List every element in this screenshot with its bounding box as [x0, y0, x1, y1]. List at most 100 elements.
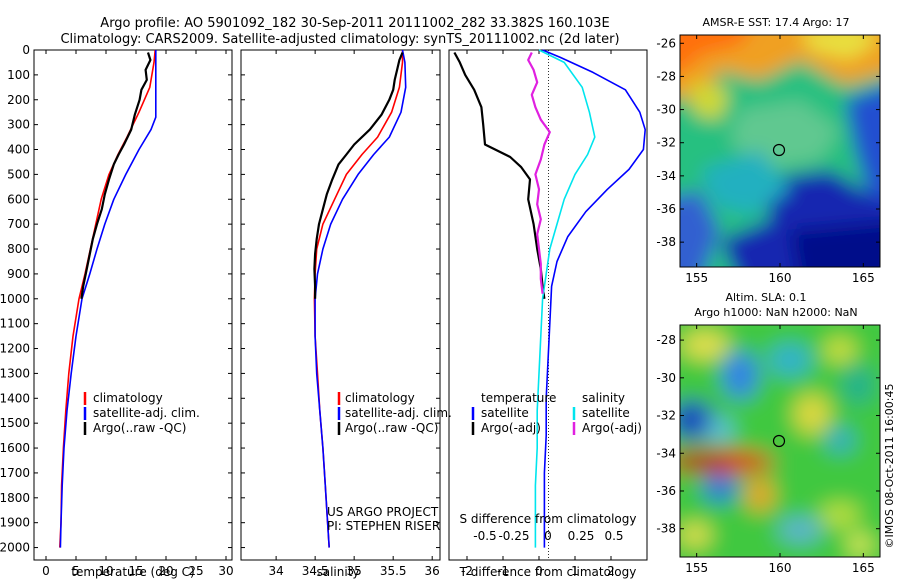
y-tick-label: 2000	[0, 541, 30, 555]
credit-line2: PI: STEPHEN RISER	[327, 519, 440, 533]
salinity-xlabel: salinity	[316, 565, 359, 579]
y-tick-label: 1400	[0, 391, 30, 405]
x-tick-label: -2	[461, 564, 473, 578]
sst-field	[680, 35, 880, 267]
argo-location-marker	[772, 143, 786, 157]
x-tick-label: 5	[72, 564, 80, 578]
legend-label-t-satellite: satellite	[481, 406, 529, 420]
map-y-tick-label: -28	[656, 333, 676, 347]
y-tick-label: 1300	[0, 366, 30, 380]
x-tick-label: 35	[347, 564, 362, 578]
salinity-legend: climatology satellite-adj. clim. Argo(..…	[337, 391, 452, 435]
map-x-tick-label: 160	[769, 271, 792, 285]
t-difference-label: T difference from climatology	[459, 565, 637, 579]
y-tick-label: 1800	[0, 491, 30, 505]
sla-map-ticks: 155 160 165 -28 -30 -32 -34 -36 -38	[656, 325, 880, 575]
y-tick-label: 400	[7, 143, 30, 157]
x-tick-label: 1	[571, 564, 579, 578]
map-y-tick-label: -34	[656, 446, 676, 460]
x-tick-label: 10	[98, 564, 113, 578]
temperature-ticks: 0 5 10 15 20 25 30	[42, 50, 234, 578]
y-tick-label: 700	[7, 217, 30, 231]
y-tick-label: 800	[7, 242, 30, 256]
sst-map-ticks: 155 160 165 -26 -28 -30 -32 -34 -36 -38	[656, 35, 880, 285]
y-tick-label: 1500	[0, 416, 30, 430]
salinity-series	[313, 49, 407, 548]
credit-line1: US ARGO PROJECT	[327, 505, 439, 519]
x-tick-label: 0	[42, 564, 50, 578]
series-line-argo-adj	[453, 51, 546, 299]
x-tick-label: 36	[425, 564, 440, 578]
map-y-tick-label: -36	[656, 202, 676, 216]
series-line-argo-adj	[527, 52, 551, 294]
map-x-tick-label: 160	[769, 561, 792, 575]
temperature-axes	[33, 49, 233, 561]
legend-label-t-argo: Argo(-adj)	[481, 421, 541, 435]
map-y-tick-label: -32	[656, 409, 676, 423]
temperature-xlabel: temperature (deg C)	[71, 565, 194, 579]
legend-label-s-satellite: satellite	[582, 406, 630, 420]
map-y-tick-label: -38	[656, 235, 676, 249]
legend-label-satellite: satellite-adj. clim.	[93, 406, 200, 420]
temperature-panel: 0100200300400500600700800900100011001200…	[0, 43, 234, 579]
series-line-satellite-adj-clim	[314, 49, 407, 548]
salinity-panel: 34 34.5 35 35.5 36 salinity climatology sate…	[240, 49, 452, 579]
y-tick-label: 1700	[0, 466, 30, 480]
temperature-series	[59, 49, 157, 548]
y-tick-label: 0	[22, 43, 30, 57]
y-tick-label: 100	[7, 68, 30, 82]
salinity-axes	[240, 49, 441, 561]
legend-label-s-argo: Argo(-adj)	[582, 421, 642, 435]
argo-location-marker	[772, 434, 786, 448]
map-y-tick-label: -30	[656, 103, 676, 117]
map-y-tick-label: -28	[656, 69, 676, 83]
y-tick-label: 1600	[0, 441, 30, 455]
legend-label-satellite: satellite-adj. clim.	[345, 406, 452, 420]
x-tick-label: -1	[497, 564, 509, 578]
map-y-tick-label: -36	[656, 484, 676, 498]
depth-ticks: 0 100 200 300 400 500 600 700 800 900 1000 1100 1200…	[0, 43, 232, 555]
map-y-tick-label: -26	[656, 36, 676, 50]
s-tick-label: 0.25	[568, 529, 595, 543]
y-tick-label: 600	[7, 192, 30, 206]
s-difference-label: S difference from climatology	[460, 512, 637, 526]
series-line-climatology	[313, 50, 404, 548]
x-tick-label: 20	[158, 564, 173, 578]
salinity-depth-ticks	[241, 49, 440, 549]
y-tick-label: 500	[7, 167, 30, 181]
sla-field	[680, 325, 880, 557]
map-y-tick-label: -30	[656, 371, 676, 385]
series-line-satellite-adj-clim	[59, 50, 157, 548]
sla-map-title-line1: Altim. SLA: 0.1	[725, 291, 806, 304]
map-y-tick-label: -38	[656, 522, 676, 536]
x-tick-label: 25	[188, 564, 203, 578]
y-tick-label: 200	[7, 93, 30, 107]
x-tick-label: 35.5	[380, 564, 407, 578]
t-difference-ticks: -2 -1 0 1 2	[461, 50, 615, 578]
legend-label-climatology: climatology	[93, 391, 163, 405]
series-line-satellite	[542, 49, 647, 548]
timestamp-label: ©IMOS 08-Oct-2011 16:00:45	[883, 383, 896, 548]
map-y-tick-label: -32	[656, 136, 676, 150]
map-x-tick-label: 165	[852, 561, 875, 575]
difference-panel: -2 -1 0 1 2 S difference from climatology -0…	[448, 49, 648, 579]
sla-map-title-line2: Argo h1000: NaN h2000: NaN	[694, 306, 857, 319]
x-tick-label: 2	[607, 564, 615, 578]
series-line-argo-raw-qc	[80, 52, 152, 299]
y-tick-label: 900	[7, 267, 30, 281]
map-x-tick-label: 155	[685, 561, 708, 575]
x-tick-label: 34.5	[302, 564, 329, 578]
legend-label-argo: Argo(..raw -QC)	[93, 421, 186, 435]
map-x-tick-label: 155	[685, 271, 708, 285]
sst-map-panel: AMSR-E SST: 17.4 Argo: 17 155 160 165 -26 -2…	[656, 16, 881, 285]
x-tick-label: 30	[218, 564, 233, 578]
series-line-satellite	[534, 49, 596, 548]
s-tick-label: 0.5	[604, 529, 623, 543]
series-line-argo-raw-qc	[313, 52, 404, 299]
y-tick-label: 300	[7, 118, 30, 132]
legend-label-climatology: climatology	[345, 391, 415, 405]
series-line-climatology	[59, 49, 156, 548]
y-tick-label: 1900	[0, 516, 30, 530]
x-tick-label: 0	[535, 564, 543, 578]
